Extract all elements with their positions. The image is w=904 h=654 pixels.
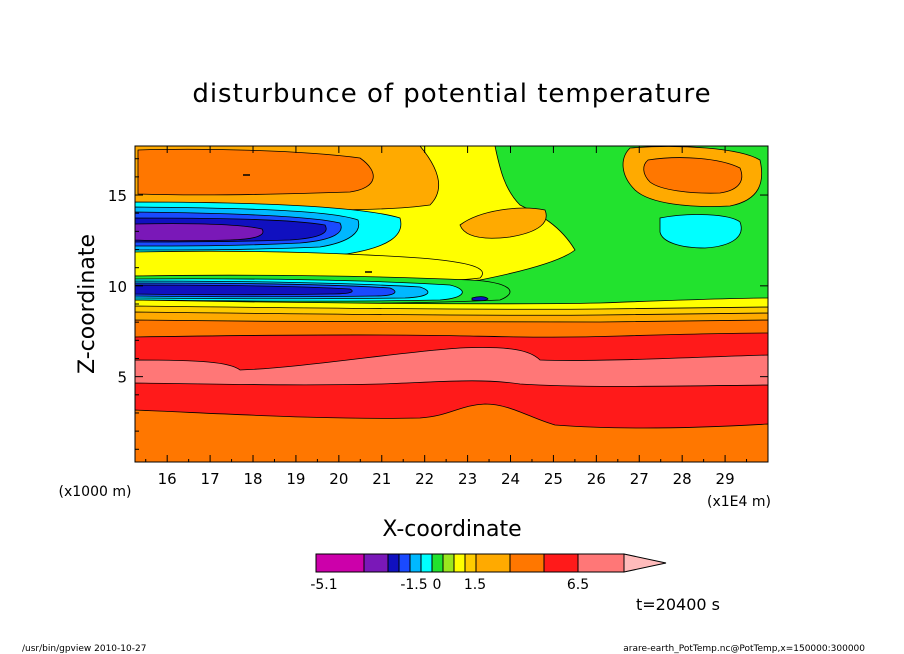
y-unit-label: (x1000 m) [59, 484, 132, 500]
x-axis-label: X-coordinate [382, 517, 521, 542]
x-tick-label-19: 19 [286, 470, 305, 488]
colorbar-box-10 [475, 553, 511, 573]
colorbar-box-11 [509, 553, 545, 573]
region-darkorange-right-top [643, 157, 743, 194]
colorbar-box-0 [315, 553, 365, 573]
x-tick-label-23: 23 [458, 470, 477, 488]
x-tick-label-22: 22 [415, 470, 434, 488]
footer-right: arare-earth_PotTemp.nc@PotTemp,x=150000:… [623, 644, 865, 654]
x-tick-label-20: 20 [329, 470, 348, 488]
x-tick-label-16: 16 [158, 470, 177, 488]
colorbar-arrow [623, 553, 667, 573]
region-orange-mid [459, 207, 547, 239]
colorbar-box-2 [387, 553, 400, 573]
y-axis-label: Z-coordinate [75, 234, 100, 374]
colorbar-box-8 [453, 553, 466, 573]
x-tick-label-17: 17 [201, 470, 220, 488]
colorbar [315, 553, 667, 573]
colorbar-labels: -5.1 -1.5 0 1.5 6.5 [310, 577, 589, 593]
x-unit-label: (x1E4 m) [707, 494, 771, 510]
region-navy-lower [135, 284, 353, 296]
colorbar-box-5 [420, 553, 433, 573]
contour-field [135, 146, 768, 462]
y-axis: 5 10 15 [108, 158, 768, 450]
x-tick-label-21: 21 [372, 470, 391, 488]
contour-blob-small [471, 296, 489, 302]
x-axis: 16 17 18 19 20 21 22 23 24 25 26 27 28 29 [145, 146, 748, 488]
colorbar-box-3 [398, 553, 411, 573]
chart-title: disturbunce of potential temperature [192, 79, 711, 109]
colorbar-box-13 [577, 553, 625, 573]
x-tick-label-18: 18 [243, 470, 262, 488]
colorbar-label-6.5: 6.5 [567, 577, 589, 593]
region-cyan-right [659, 214, 742, 249]
region-darkorange-left-top [137, 148, 374, 196]
colorbar-label-1.5: 1.5 [464, 577, 486, 593]
x-tick-label-25: 25 [544, 470, 563, 488]
y-tick-label-10: 10 [108, 278, 127, 296]
colorbar-box-7 [442, 553, 455, 573]
x-tick-label-29: 29 [716, 470, 735, 488]
x-tick-label-28: 28 [673, 470, 692, 488]
footer-left: /usr/bin/gpview 2010-10-27 [22, 644, 146, 654]
region-purple-upper [135, 223, 264, 242]
y-tick-label-5: 5 [117, 369, 127, 387]
x-tick-label-26: 26 [587, 470, 606, 488]
colorbar-label-0: 0 [433, 577, 442, 593]
time-label: t=20400 s [636, 595, 720, 614]
colorbar-box-6 [431, 553, 444, 573]
colorbar-label--5.1: -5.1 [310, 577, 337, 593]
colorbar-box-9 [464, 553, 477, 573]
x-tick-label-24: 24 [501, 470, 520, 488]
x-tick-label-27: 27 [630, 470, 649, 488]
colorbar-box-1 [363, 553, 389, 573]
colorbar-label--1.5: -1.5 [400, 577, 427, 593]
y-tick-label-15: 15 [108, 187, 127, 205]
colorbar-box-4 [409, 553, 422, 573]
colorbar-box-12 [543, 553, 579, 573]
band-orange-bottom [135, 403, 768, 462]
